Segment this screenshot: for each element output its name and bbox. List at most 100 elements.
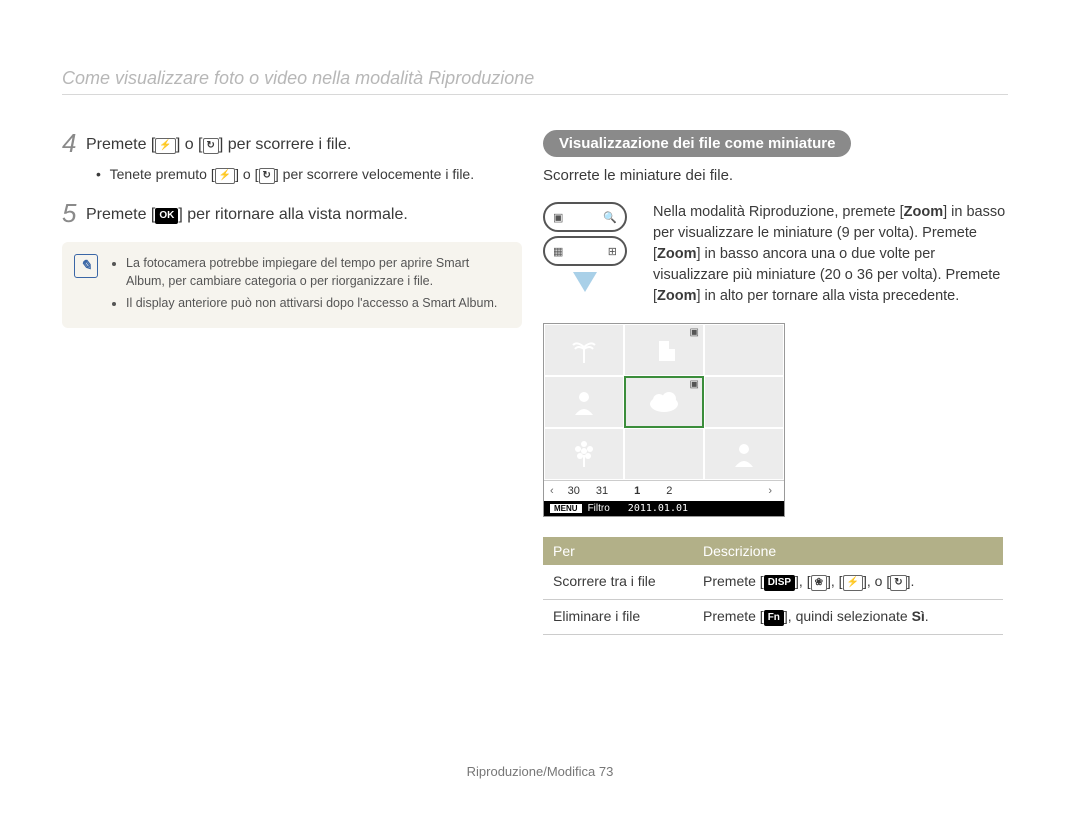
manual-page: Come visualizzare foto o video nella mod… bbox=[0, 0, 1080, 815]
timer-icon: ↻ bbox=[259, 168, 275, 184]
page-footer: Riproduzione/Modifica 73 bbox=[0, 764, 1080, 779]
timer-icon: ↻ bbox=[203, 138, 219, 154]
bullet-icon: • bbox=[96, 164, 106, 184]
table-cell: Premete [Fn], quindi selezionate Sì. bbox=[693, 600, 1003, 635]
zoom-control-illustration: ▣ 🔍 ▦ ⊞ bbox=[543, 202, 639, 292]
menu-text: Filtro bbox=[588, 503, 610, 514]
txt: ] per scorrere velocemente i file. bbox=[275, 166, 474, 182]
zoom-label: Zoom bbox=[657, 246, 696, 262]
next-icon: › bbox=[768, 485, 772, 497]
table-cell: Scorrere tra i file bbox=[543, 565, 693, 600]
table-cell: Premete [DISP], [❀], [⚡], o [↻]. bbox=[693, 565, 1003, 600]
thumbnail-cell bbox=[624, 428, 704, 480]
txt: ], quindi selezionate bbox=[784, 608, 912, 624]
description-table: Per Descrizione Scorrere tra i file Prem… bbox=[543, 537, 1003, 635]
zoom-lever-icon: ▦ ⊞ bbox=[543, 236, 627, 266]
timer-icon: ↻ bbox=[890, 575, 906, 591]
note-box: ✎ La fotocamera potrebbe impiegare del t… bbox=[62, 242, 522, 328]
table-header-desc: Descrizione bbox=[693, 537, 1003, 565]
step-text: Premete [⚡] o [↻] per scorrere i file. bbox=[86, 130, 351, 158]
table-cell: Eliminare i file bbox=[543, 600, 693, 635]
zoom-left-bot-icon: ▦ bbox=[553, 245, 563, 258]
zoom-label: Zoom bbox=[657, 288, 696, 304]
step-number: 5 bbox=[62, 200, 86, 226]
txt: Premete [ bbox=[703, 573, 764, 589]
table-header-per: Per bbox=[543, 537, 693, 565]
txt: ] per scorrere i file. bbox=[219, 136, 351, 153]
txt: . bbox=[925, 608, 929, 624]
thumbnail-date-bar: ‹ 30 31 1 2 › bbox=[544, 480, 784, 501]
zoom-lever-icon: ▣ 🔍 bbox=[543, 202, 627, 232]
day-label: 30 bbox=[568, 485, 580, 497]
arrow-down-icon bbox=[573, 272, 597, 292]
section-heading-pill: Visualizzazione dei file come miniature bbox=[543, 130, 851, 157]
thumbnail-cell-selected: ▣ bbox=[624, 376, 704, 428]
thumbnail-cell bbox=[544, 376, 624, 428]
note-item: La fotocamera potrebbe impiegare del tem… bbox=[126, 254, 508, 290]
thumbnail-panel: ▣ ▣ ‹ 30 31 1 2 › MENU Filtro 2011.01. bbox=[543, 323, 785, 517]
zoom-left-top-icon: ▣ bbox=[553, 211, 563, 224]
thumbnail-grid: ▣ ▣ bbox=[544, 324, 784, 480]
video-icon: ▣ bbox=[690, 327, 699, 338]
txt: ] o [ bbox=[235, 166, 258, 182]
flash-icon: ⚡ bbox=[215, 168, 235, 184]
menu-button-icon: MENU bbox=[550, 504, 582, 513]
txt: ] o [ bbox=[176, 136, 203, 153]
video-icon: ▣ bbox=[690, 379, 699, 390]
note-list: La fotocamera potrebbe impiegare del tem… bbox=[112, 254, 508, 312]
txt: Nella modalità Riproduzione, premete [ bbox=[653, 204, 904, 220]
left-column: 4 Premete [⚡] o [↻] per scorrere i file.… bbox=[62, 130, 522, 328]
right-column: Visualizzazione dei file come miniature … bbox=[543, 130, 1008, 635]
thumbnail-menu-bar: MENU Filtro 2011.01.01 bbox=[544, 501, 784, 516]
txt: Premete [ bbox=[703, 608, 764, 624]
step-4: 4 Premete [⚡] o [↻] per scorrere i file. bbox=[62, 130, 522, 158]
txt: Premete [ bbox=[86, 136, 155, 153]
person-icon bbox=[569, 387, 599, 417]
thumbnail-cell: ▣ bbox=[624, 324, 704, 376]
txt: ] per ritornare alla vista normale. bbox=[178, 206, 407, 223]
fn-button-icon: Fn bbox=[764, 610, 784, 626]
ok-button-icon: OK bbox=[155, 208, 178, 224]
person-icon bbox=[729, 439, 759, 469]
zoom-right-bot-icon: ⊞ bbox=[608, 245, 617, 258]
day-label: 2 bbox=[666, 485, 672, 497]
flower-icon bbox=[569, 439, 599, 469]
step-5: 5 Premete [OK] per ritornare alla vista … bbox=[62, 200, 522, 228]
table-row: Eliminare i file Premete [Fn], quindi se… bbox=[543, 600, 1003, 635]
building-icon bbox=[649, 335, 679, 365]
flash-icon: ⚡ bbox=[843, 575, 863, 591]
thumbnail-cell bbox=[704, 324, 784, 376]
palm-icon bbox=[569, 335, 599, 365]
zoom-instruction-row: ▣ 🔍 ▦ ⊞ Nella modalità Riproduzione, pre… bbox=[543, 202, 1008, 307]
zoom-instruction-text: Nella modalità Riproduzione, premete [Zo… bbox=[653, 202, 1008, 307]
chapter-title: Come visualizzare foto o video nella mod… bbox=[62, 68, 534, 89]
prev-icon: ‹ bbox=[550, 485, 554, 497]
date-label: 2011.01.01 bbox=[628, 503, 688, 514]
zoom-label: Zoom bbox=[904, 204, 943, 220]
flash-icon: ⚡ bbox=[155, 138, 175, 154]
step-4-sub: • Tenete premuto [⚡] o [↻] per scorrere … bbox=[96, 164, 522, 184]
section-subhead: Scorrete le miniature dei file. bbox=[543, 167, 1008, 184]
txt: Tenete premuto [ bbox=[110, 166, 215, 182]
macro-icon: ❀ bbox=[811, 575, 827, 591]
txt: Premete [ bbox=[86, 206, 155, 223]
day-label-current: 1 bbox=[634, 485, 640, 497]
note-icon: ✎ bbox=[74, 254, 98, 278]
day-label: 31 bbox=[596, 485, 608, 497]
step-number: 4 bbox=[62, 130, 86, 156]
cloud-icon bbox=[647, 390, 681, 414]
confirm-label: Sì bbox=[912, 608, 925, 624]
thumbnail-cell bbox=[704, 428, 784, 480]
txt: ]. bbox=[907, 573, 915, 589]
txt: ], o [ bbox=[863, 573, 890, 589]
note-item: Il display anteriore può non attivarsi d… bbox=[126, 294, 508, 312]
table-header-row: Per Descrizione bbox=[543, 537, 1003, 565]
thumbnail-cell bbox=[544, 324, 624, 376]
txt: ], [ bbox=[795, 573, 811, 589]
zoom-right-top-icon: 🔍 bbox=[603, 211, 617, 224]
step-text: Premete [OK] per ritornare alla vista no… bbox=[86, 200, 408, 228]
header-divider bbox=[62, 94, 1008, 95]
txt: ] in alto per tornare alla vista precede… bbox=[697, 288, 960, 304]
thumbnail-cell bbox=[704, 376, 784, 428]
disp-button-icon: DISP bbox=[764, 575, 795, 591]
